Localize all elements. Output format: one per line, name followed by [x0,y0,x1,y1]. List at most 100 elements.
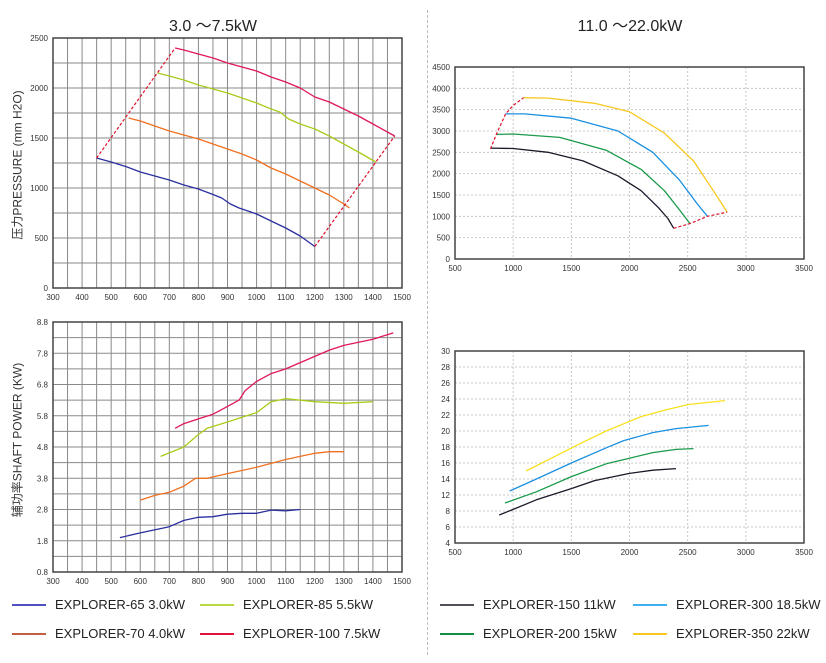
operating-boundary-line [314,135,396,247]
series-line [523,97,728,213]
series-line [128,117,350,209]
series-line [525,399,725,472]
x-tick-label: 1500 [393,577,411,586]
y-tick-label: 4.8 [37,443,49,452]
series-line [509,424,709,492]
y-tick-label: 3000 [432,127,450,136]
x-tick-label: 1100 [277,577,295,586]
pressure-axis-label: 压力PRESSURE (mm H2O) [10,90,25,240]
series-line [140,451,344,501]
power-large-chart: 500 1000 1500 2000 2500 3000 3500 4 6 8 12 14 16 18 20… [441,347,813,557]
legend-label: EXPLORER-350 22kW [676,626,810,641]
legend-swatch [440,632,474,635]
legend-swatch [633,632,667,635]
plot-frame [454,350,805,544]
x-tick-label: 900 [221,577,235,586]
plot-frame [52,321,403,573]
x-tick-label: 900 [221,293,235,302]
legend-label: EXPLORER-85 5.5kW [243,597,374,612]
y-tick-label: 0 [44,284,49,293]
x-tick-label: 1300 [335,293,353,302]
y-tick-label: 2000 [432,170,450,179]
series-line [504,447,694,504]
series-line [96,157,316,248]
y-tick-label: 0 [446,255,451,264]
x-tick-label: 1400 [364,293,382,302]
y-tick-label: 6.8 [37,381,49,390]
y-tick-label: 8.8 [37,318,49,327]
x-tick-label: 500 [448,264,462,273]
y-tick-label: 5.8 [37,412,49,421]
x-tick-label: 500 [448,548,462,557]
y-tick-label: 16 [441,459,450,468]
x-tick-label: 3500 [795,548,813,557]
legend-swatch [200,603,234,606]
series-line [174,47,396,137]
series-line [157,72,377,163]
y-tick-label: 500 [437,234,451,243]
x-tick-label: 1000 [504,548,522,557]
y-tick-label: 20 [441,427,450,436]
x-tick-label: 500 [104,577,118,586]
x-tick-label: 500 [104,293,118,302]
legend-swatch [12,632,46,635]
legend-label: EXPLORER-150 11kW [483,597,616,612]
legend-item: EXPLORER-100 7.5kW [200,626,380,641]
y-tick-label: 2000 [30,84,48,93]
x-tick-label: 300 [46,293,60,302]
y-tick-label: 22 [441,411,450,420]
series-line [160,397,373,458]
legend-swatch [440,603,474,606]
y-tick-label: 24 [441,395,450,404]
legend-item: EXPLORER-300 18.5kW [633,597,821,612]
series-line [498,467,677,516]
legend-item: EXPLORER-85 5.5kW [200,597,373,612]
plot-frame [454,66,805,260]
divider [427,10,428,655]
y-tick-label: 14 [441,475,450,484]
power-small-chart: 300 400 500 600 700 800 900 1000 1100 1200 1300 140… [37,318,412,586]
y-tick-label: 2.8 [37,506,49,515]
x-tick-label: 1200 [306,293,324,302]
y-tick-label: 1000 [432,212,450,221]
legend-item: EXPLORER-65 3.0kW [12,597,185,612]
y-tick-label: 3.8 [37,474,49,483]
y-tick-label: 3500 [432,106,450,115]
legend-label: EXPLORER-300 18.5kW [676,597,821,612]
x-tick-label: 600 [134,293,148,302]
x-tick-label: 3500 [795,264,813,273]
x-tick-label: 1200 [306,577,324,586]
x-tick-label: 1000 [248,577,266,586]
power-axis-label: 辅功率SHAFT POWER (KW) [10,362,25,518]
series-line [174,332,394,429]
y-tick-label: 4 [446,539,451,548]
y-tick-label: 0.8 [37,568,49,577]
x-tick-label: 700 [163,577,177,586]
legend-swatch [12,603,46,606]
x-tick-label: 400 [75,293,89,302]
plot-frame [52,37,403,289]
x-tick-label: 1300 [335,577,353,586]
y-tick-label: 26 [441,379,450,388]
legend-label: EXPLORER-65 3.0kW [55,597,186,612]
operating-boundary-line [489,97,524,150]
y-tick-label: 1500 [432,191,450,200]
y-tick-label: 500 [35,234,49,243]
y-tick-label: 1000 [30,184,48,193]
y-tick-label: 30 [441,347,450,356]
left-title: 3.0 ～7.5kW [168,18,258,35]
legend-label: EXPLORER-70 4.0kW [55,626,186,641]
legend-item: EXPLORER-200 15kW [440,626,617,641]
x-tick-label: 300 [46,577,60,586]
pressure-small-chart: 300 400 500 600 700 800 900 1000 1100 1200 1300 140… [30,34,411,302]
x-tick-label: 1100 [277,293,295,302]
x-tick-label: 1000 [248,293,266,302]
x-tick-label: 3000 [737,264,755,273]
x-tick-label: 600 [134,577,148,586]
series-line [491,147,675,229]
x-tick-label: 1500 [562,264,580,273]
x-tick-label: 2500 [679,548,697,557]
y-tick-label: 18 [441,443,450,452]
x-tick-label: 800 [192,577,206,586]
